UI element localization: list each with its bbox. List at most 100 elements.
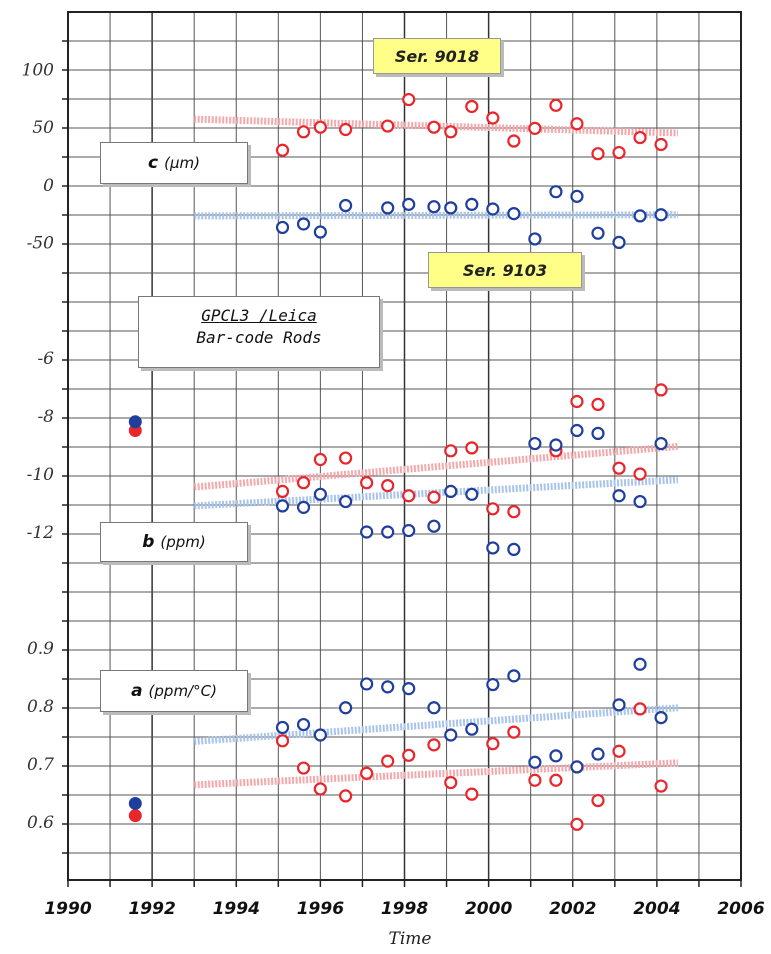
data-point-c bbox=[549, 98, 563, 112]
data-point-b bbox=[339, 494, 353, 509]
data-point-a bbox=[360, 677, 374, 691]
y-tick-label-b: -6 bbox=[37, 349, 54, 369]
data-point-c bbox=[444, 201, 458, 215]
x-tick-label: 2002 bbox=[549, 899, 596, 919]
title-line-1: GPCL3 /Leica bbox=[201, 306, 317, 325]
data-point-a bbox=[339, 701, 353, 715]
data-point-c bbox=[402, 92, 416, 107]
panel-symbol-a: a bbox=[131, 681, 143, 701]
data-point-b bbox=[570, 394, 584, 409]
data-point-b bbox=[633, 467, 647, 481]
data-point-a bbox=[528, 755, 542, 769]
y-tick-label-a: 0.9 bbox=[27, 639, 54, 659]
data-point-a bbox=[128, 809, 142, 823]
y-tick-label-c: -50 bbox=[27, 233, 55, 253]
data-point-b bbox=[128, 415, 142, 429]
data-point-b bbox=[296, 476, 311, 490]
chart-title-box: GPCL3 /Leica Bar-code Rods bbox=[138, 296, 380, 368]
x-tick-label: 2000 bbox=[465, 899, 512, 919]
x-axis-label: Time bbox=[389, 929, 432, 949]
data-point-b bbox=[313, 452, 327, 467]
data-point-a bbox=[528, 773, 542, 787]
data-point-a bbox=[612, 698, 626, 712]
x-tick-label: 1994 bbox=[213, 899, 260, 919]
data-point-b bbox=[465, 441, 479, 455]
x-tick-label: 1998 bbox=[381, 899, 428, 919]
data-point-b bbox=[427, 519, 441, 533]
data-point-b bbox=[465, 487, 479, 501]
data-point-b bbox=[360, 476, 374, 490]
data-point-a bbox=[465, 787, 479, 801]
data-point-a bbox=[570, 760, 584, 774]
data-point-a bbox=[654, 710, 668, 725]
data-point-c bbox=[570, 117, 584, 131]
data-point-c bbox=[275, 143, 290, 157]
data-point-b bbox=[612, 461, 626, 475]
data-point-c bbox=[465, 197, 479, 211]
data-point-a bbox=[427, 701, 441, 715]
data-point-c bbox=[507, 207, 521, 221]
data-point-b bbox=[654, 383, 668, 397]
data-point-c bbox=[313, 225, 327, 239]
series-label-9018: Ser. 9018 bbox=[373, 38, 501, 74]
data-point-a bbox=[465, 722, 479, 736]
data-point-b bbox=[549, 438, 563, 452]
data-point-a bbox=[128, 796, 142, 810]
data-point-b bbox=[444, 444, 458, 458]
trend-lines bbox=[193, 115, 679, 789]
data-point-c bbox=[296, 125, 311, 139]
panel-symbol-b: b bbox=[142, 532, 155, 552]
data-point-a bbox=[654, 779, 668, 793]
x-tick-label: 1992 bbox=[128, 899, 175, 919]
data-point-c bbox=[402, 197, 416, 211]
data-point-b bbox=[296, 500, 311, 514]
data-point-b bbox=[570, 423, 584, 438]
data-point-c bbox=[275, 220, 290, 235]
data-point-c bbox=[633, 130, 647, 145]
data-point-c bbox=[570, 189, 584, 203]
panel-label-a: a (ppm/°C) bbox=[100, 670, 248, 712]
data-point-a bbox=[570, 817, 584, 831]
data-point-a bbox=[313, 782, 327, 796]
y-tick-label-a: 0.6 bbox=[27, 813, 54, 833]
y-tick-label-a: 0.8 bbox=[27, 697, 54, 717]
y-tick-label-a: 0.7 bbox=[27, 755, 54, 775]
data-point-c bbox=[591, 147, 605, 161]
panel-unit-a: (ppm/°C) bbox=[148, 682, 217, 700]
data-point-c bbox=[381, 201, 395, 215]
data-point-b bbox=[654, 436, 668, 451]
data-point-a bbox=[444, 728, 458, 742]
data-point-b bbox=[612, 489, 626, 503]
data-point-a bbox=[402, 681, 416, 696]
data-point-c bbox=[296, 217, 311, 231]
series-label-9103: Ser. 9103 bbox=[428, 252, 582, 288]
axes bbox=[62, 11, 742, 887]
data-point-c bbox=[528, 232, 542, 246]
data-point-c bbox=[591, 226, 605, 240]
data-point-a bbox=[612, 744, 626, 758]
data-point-a bbox=[313, 728, 327, 742]
data-point-c bbox=[381, 119, 395, 133]
data-point-b bbox=[591, 426, 605, 440]
x-tick-label: 1996 bbox=[297, 899, 344, 919]
y-tick-label-b: -12 bbox=[27, 523, 54, 543]
data-point-c bbox=[427, 120, 441, 134]
data-point-c bbox=[313, 120, 327, 134]
y-tick-label-b: -8 bbox=[37, 407, 54, 427]
data-point-b bbox=[275, 484, 290, 498]
data-point-a bbox=[591, 793, 605, 808]
data-point-c bbox=[465, 99, 479, 114]
data-point-a bbox=[507, 669, 521, 683]
data-point-c bbox=[528, 121, 542, 135]
data-point-a bbox=[296, 717, 311, 732]
data-point-a bbox=[444, 775, 458, 790]
data-point-b bbox=[486, 541, 500, 555]
data-point-c bbox=[633, 209, 647, 223]
y-tick-label-b: -10 bbox=[27, 465, 55, 485]
x-tick-label: 2004 bbox=[633, 899, 680, 919]
data-point-a bbox=[633, 702, 647, 716]
title-line-2: Bar-code Rods bbox=[196, 328, 322, 347]
tick-labels: 1990 1992 1994 1996 1998 2000 2002 2004 2006 100 5… bbox=[22, 61, 765, 919]
trend-line-a bbox=[193, 704, 679, 745]
